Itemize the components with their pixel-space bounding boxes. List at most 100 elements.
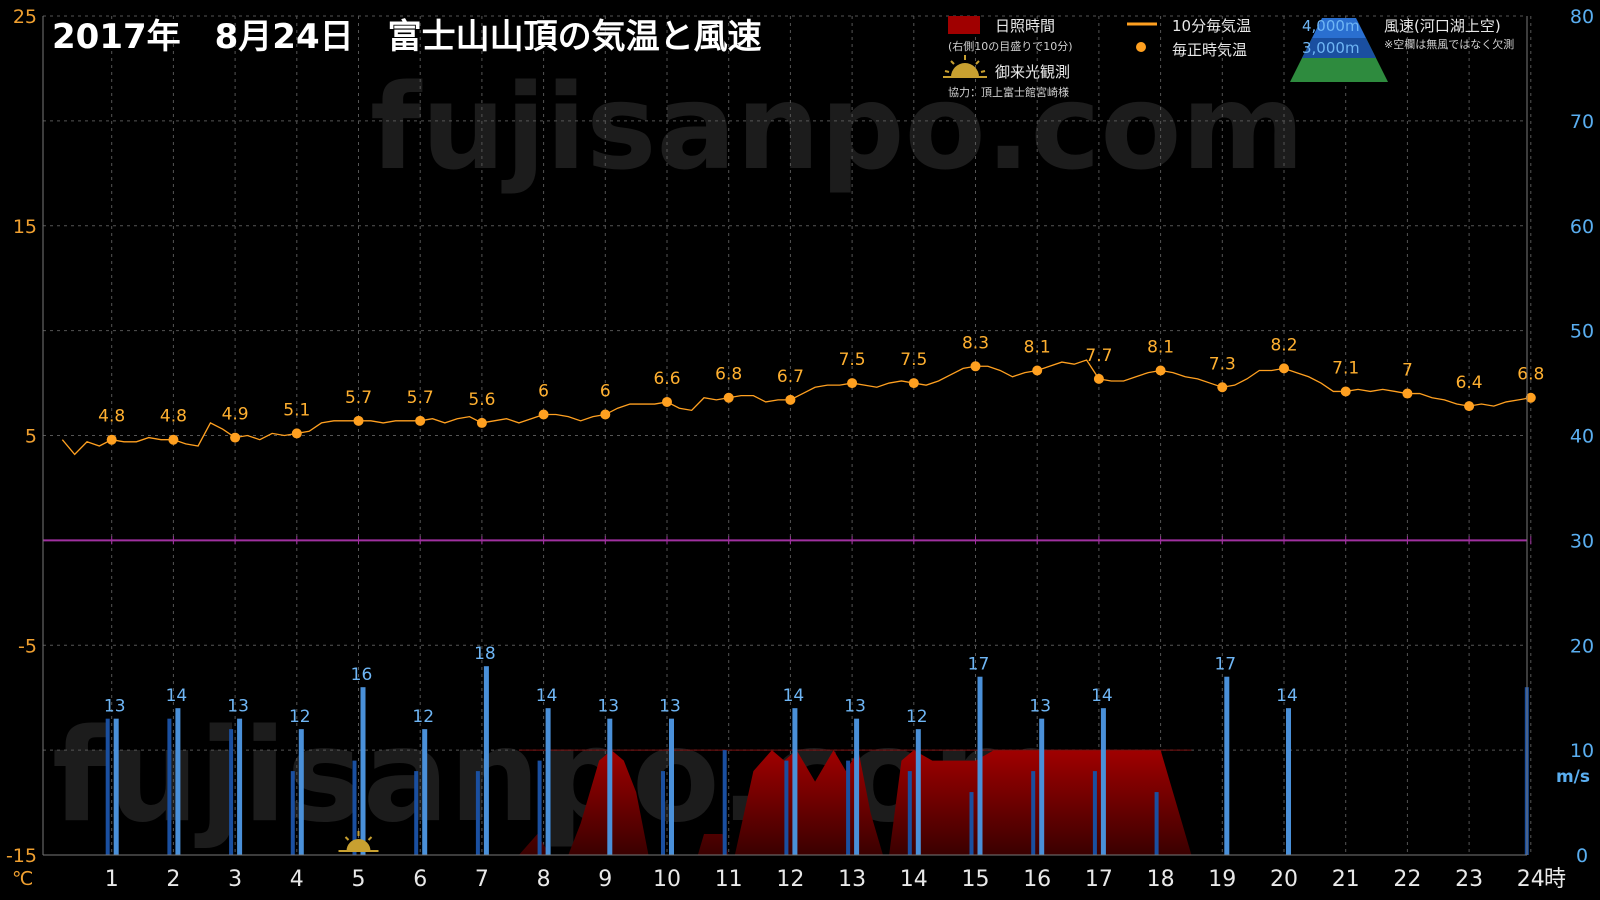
wind-4000m-bar — [915, 729, 921, 855]
wind-4000m-label: 17 — [968, 655, 990, 675]
right-tick-label: 0 — [1576, 845, 1588, 867]
wind-3000m-bar — [414, 771, 419, 855]
legend-alt-3000: 3,000m — [1302, 39, 1360, 57]
hourly-temp-label: 6.7 — [777, 367, 804, 387]
hourly-temp-dot — [785, 394, 796, 405]
hourly-temp-dot — [291, 428, 302, 439]
hourly-temp-dot — [723, 392, 734, 403]
x-tick-label: 20 — [1270, 867, 1298, 892]
left-tick-label: -15 — [6, 845, 37, 867]
legend-wind-note: ※空欄は無風ではなく欠測 — [1384, 37, 1514, 51]
wind-4000m-bar — [1286, 708, 1291, 855]
wind-3000m-bar — [722, 750, 727, 855]
wind-3000m-bar — [352, 760, 357, 855]
wind-4000m-label: 16 — [351, 665, 373, 685]
right-tick-label: 30 — [1570, 530, 1594, 552]
watermark-top: fujisanpo.com — [370, 58, 1304, 196]
wind-4000m-bar — [422, 729, 428, 855]
hourly-temp-dot — [415, 415, 426, 426]
wind-4000m-label: 13 — [227, 697, 249, 717]
legend-wind-title: 風速(河口湖上空) — [1384, 17, 1501, 35]
legend-credit: 協力：頂上富士館宮崎様 — [948, 85, 1069, 99]
hourly-temp-label: 4.8 — [160, 407, 187, 427]
wind-4000m-label: 12 — [289, 707, 311, 727]
wind-4000m-label: 13 — [104, 697, 126, 717]
hourly-temp-dot — [908, 378, 919, 389]
left-tick-label: -5 — [18, 635, 37, 657]
hourly-temp-label: 5.7 — [407, 388, 434, 408]
wind-4000m-bar — [792, 708, 798, 855]
legend-temp-hourly-swatch — [1136, 42, 1146, 52]
x-tick-label: 15 — [962, 867, 990, 892]
wind-4000m-label: 13 — [1029, 697, 1051, 717]
hourly-temp-dot — [1093, 373, 1104, 384]
x-tick-label: 4 — [290, 867, 304, 892]
x-tick-label: 19 — [1208, 867, 1236, 892]
wind-4000m-bar — [360, 687, 366, 855]
x-axis-unit: 時 — [1544, 867, 1566, 892]
hourly-temp-dot — [1340, 386, 1351, 397]
wind-4000m-label: 14 — [1091, 686, 1113, 706]
sunrise-marker-icon — [338, 831, 379, 852]
hourly-temp-label: 7.5 — [839, 350, 866, 370]
wind-bars: 13 14 13 12 16 12 18 14 13 13 14 13 12 17 13 14 17 14 — [104, 644, 1529, 855]
wind-4000m-bar — [854, 718, 860, 855]
hourly-temp-dot — [476, 417, 487, 428]
hourly-temp-label: 8.3 — [962, 333, 989, 353]
x-tick-label: 11 — [715, 867, 743, 892]
x-tick-label: 5 — [352, 867, 366, 892]
hourly-temp-dot — [600, 409, 611, 420]
hourly-temp-dot — [1155, 365, 1166, 376]
wind-3000m-bar — [784, 760, 789, 855]
wind-4000m-label: 12 — [906, 707, 928, 727]
left-axis-unit: ℃ — [12, 868, 33, 890]
wind-4000m-label: 12 — [412, 707, 434, 727]
right-tick-label: 10 — [1570, 740, 1594, 762]
hourly-temp-label: 7.3 — [1209, 354, 1236, 374]
wind-3000m-bar — [1092, 771, 1097, 855]
wind-4000m-bar — [977, 676, 983, 855]
hourly-temp-label: 6.8 — [715, 365, 742, 385]
right-tick-label: 40 — [1570, 426, 1594, 448]
wind-4000m-bar — [113, 718, 119, 855]
wind-4000m-label: 14 — [166, 686, 188, 706]
wind-4000m-bar — [545, 708, 551, 855]
hourly-temp-label: 6.4 — [1456, 373, 1483, 393]
wind-4000m-label: 14 — [783, 686, 805, 706]
legend-sunshine-note: (右側10の目盛りで10分) — [948, 39, 1073, 53]
hourly-temp-label: 6.8 — [1517, 365, 1544, 385]
hourly-temp-dot — [168, 434, 179, 445]
wind-4000m-label: 14 — [536, 686, 558, 706]
sunrise-marker-ray — [367, 836, 373, 841]
hourly-temp-label: 6 — [600, 382, 611, 402]
wind-4000m-label: 17 — [1214, 655, 1236, 675]
x-tick-label: 2 — [166, 867, 180, 892]
legend-alt-4000: 4,000m — [1302, 17, 1360, 35]
hourly-temp-label: 4.9 — [222, 405, 249, 425]
chart-title: 2017年 8月24日 富士山山頂の気温と風速 — [52, 17, 762, 57]
wind-3000m-bar — [105, 718, 110, 855]
wind-4000m-bar — [669, 718, 674, 855]
sunrise-icon — [943, 55, 987, 78]
wind-4000m-bar — [298, 729, 304, 855]
wind-3000m-bar — [1031, 771, 1036, 855]
x-tick-label: 23 — [1455, 867, 1483, 892]
x-tick-label: 10 — [653, 867, 681, 892]
x-tick-label: 24 — [1517, 867, 1545, 892]
wind-4000m-bar — [1039, 718, 1045, 855]
hourly-temp-dot — [1464, 401, 1475, 412]
x-tick-label: 13 — [838, 867, 866, 892]
x-tick-label: 7 — [475, 867, 489, 892]
hourly-temp-label: 6.6 — [653, 369, 680, 389]
wind-4000m-label: 13 — [844, 697, 866, 717]
wind-3000m-bar — [229, 729, 234, 855]
hourly-temp-label: 7 — [1402, 361, 1413, 381]
sunrise-marker-sun — [346, 839, 371, 851]
wind-4000m-label: 14 — [1276, 686, 1298, 706]
right-tick-label: 20 — [1570, 635, 1594, 657]
right-axis-unit: m/s — [1556, 767, 1590, 787]
right-tick-label: 60 — [1570, 216, 1594, 238]
x-tick-label: 9 — [598, 867, 612, 892]
wind-3000m-bar — [661, 771, 665, 855]
wind-4000m-label: 18 — [474, 644, 496, 664]
